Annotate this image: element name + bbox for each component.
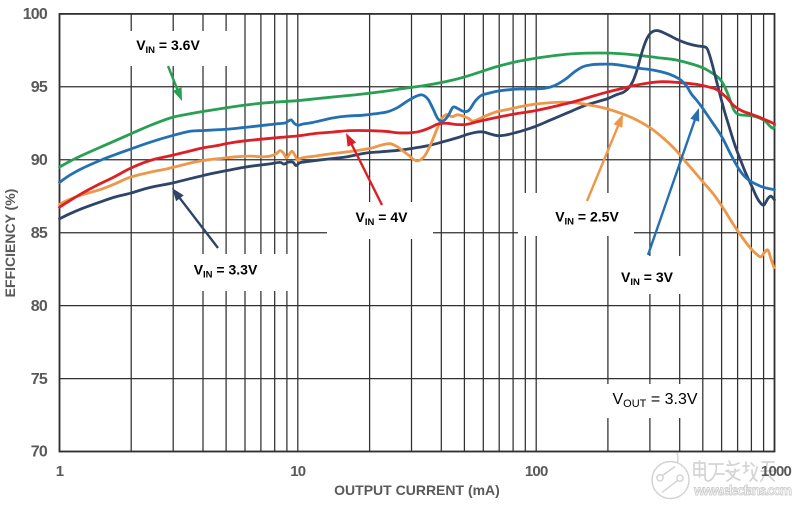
- svg-text:www.elecfans.com: www.elecfans.com: [693, 483, 792, 498]
- svg-text:EFFICIENCY (%): EFFICIENCY (%): [2, 189, 18, 298]
- svg-text:95: 95: [31, 79, 48, 96]
- svg-text:80: 80: [31, 298, 48, 315]
- svg-text:100: 100: [23, 6, 48, 23]
- svg-text:85: 85: [31, 225, 48, 242]
- svg-text:90: 90: [31, 152, 48, 169]
- svg-text:100: 100: [525, 463, 548, 480]
- svg-text:70: 70: [31, 444, 48, 461]
- svg-text:1000: 1000: [761, 463, 792, 480]
- svg-text:VIN = 3.3V: VIN = 3.3V: [194, 262, 258, 281]
- svg-text:1: 1: [56, 463, 64, 480]
- svg-text:VOUT = 3.3V: VOUT = 3.3V: [612, 391, 697, 410]
- svg-text:OUTPUT CURRENT (mA): OUTPUT CURRENT (mA): [334, 482, 500, 498]
- svg-text:75: 75: [31, 371, 48, 388]
- svg-text:10: 10: [290, 463, 306, 480]
